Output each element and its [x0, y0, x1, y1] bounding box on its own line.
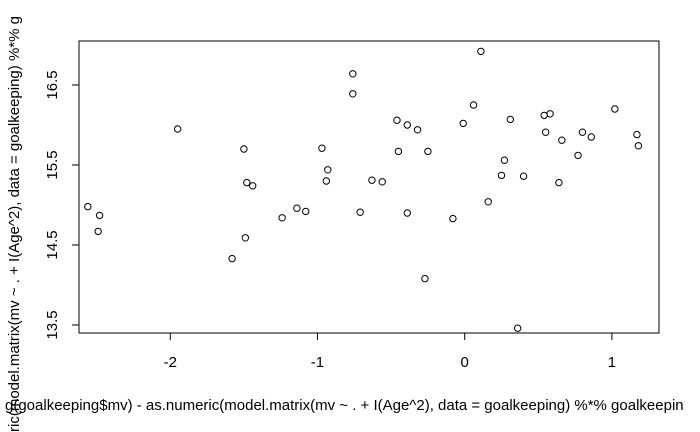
data-point [634, 142, 643, 150]
x-axis: -2 -1 0 1 [164, 333, 616, 371]
data-point [378, 178, 386, 186]
data-point [394, 147, 403, 156]
data-point [540, 111, 548, 120]
data-point [302, 207, 310, 216]
data-point [243, 178, 251, 187]
points-layer [84, 47, 643, 332]
data-point [241, 234, 250, 242]
data-point [94, 227, 102, 236]
data-point [497, 171, 506, 180]
data-point [356, 208, 364, 216]
x-tick-label: 0 [461, 354, 469, 371]
data-point [574, 151, 582, 160]
x-axis-label: g(goalkeeping$mv) - as.numeric(model.mat… [5, 397, 684, 414]
data-point [393, 116, 401, 124]
data-point [558, 136, 566, 144]
x-tick-label: 1 [608, 354, 616, 371]
x-tick-label: -2 [164, 354, 177, 371]
data-point [349, 70, 357, 78]
data-point [403, 121, 411, 129]
y-tick-label: 16.5 [44, 70, 61, 99]
data-point [84, 202, 92, 211]
data-point [349, 90, 357, 98]
data-point [413, 126, 422, 134]
x-tick-label: -1 [311, 354, 324, 371]
data-point [469, 101, 478, 109]
data-point [173, 125, 182, 133]
data-point [555, 178, 563, 187]
data-point [541, 128, 550, 136]
data-point [95, 211, 104, 220]
plot-box [78, 40, 660, 334]
y-tick-label: 14.5 [44, 230, 61, 259]
data-point [403, 209, 411, 217]
data-point [506, 115, 515, 124]
data-point [368, 176, 376, 184]
data-point [293, 204, 301, 212]
data-point [324, 166, 332, 174]
y-tick-label: 13.5 [44, 310, 61, 339]
data-point [421, 274, 429, 283]
data-point [519, 172, 528, 180]
data-point [633, 130, 641, 139]
data-point [322, 177, 331, 185]
data-point [228, 254, 236, 263]
data-point [513, 324, 522, 332]
data-point [578, 128, 587, 136]
data-point [318, 144, 326, 152]
y-axis-label: ric(model.matrix(mv ~ . + I(Age^2), data… [6, 16, 23, 432]
data-point [240, 145, 248, 153]
data-point [449, 214, 457, 223]
data-point [587, 133, 595, 141]
data-point [546, 110, 554, 118]
data-point [477, 47, 485, 56]
data-point [459, 119, 467, 128]
data-point [249, 182, 257, 190]
y-axis: 13.5 14.5 15.5 16.5 [44, 70, 79, 340]
data-point [500, 156, 509, 164]
y-tick-label: 15.5 [44, 150, 61, 179]
data-point [484, 198, 492, 206]
data-point [611, 105, 619, 113]
data-point [278, 214, 286, 222]
data-point [424, 147, 432, 156]
